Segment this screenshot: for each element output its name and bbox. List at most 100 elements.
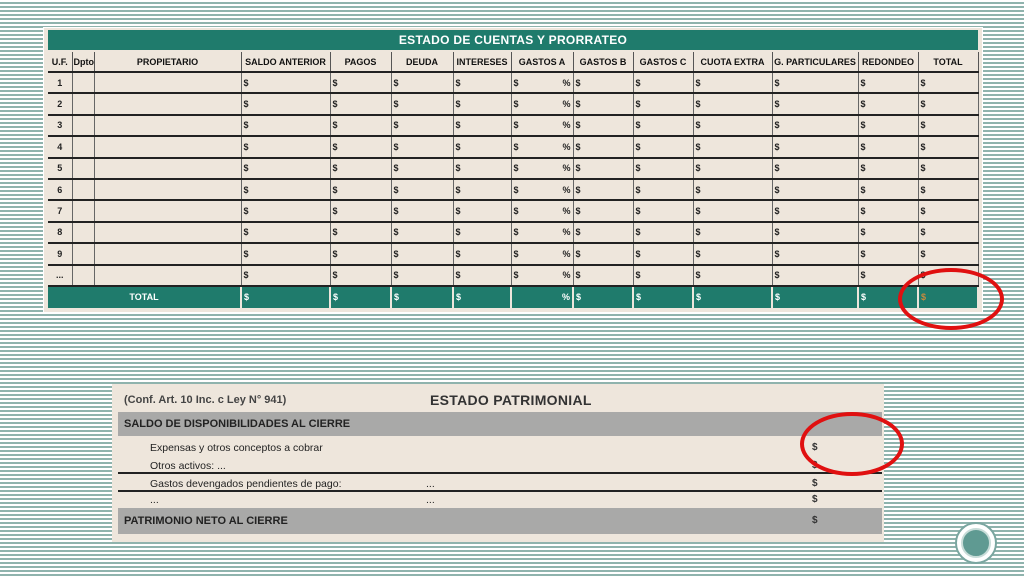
gastos-a-cell[interactable]: % $ <box>511 136 574 159</box>
gastos-a-cell[interactable]: % $ <box>511 200 574 223</box>
amount-cell[interactable]: $ <box>453 72 512 95</box>
amount-cell[interactable]: $ <box>858 200 919 223</box>
amount-cell[interactable]: $ <box>573 72 634 95</box>
amount-cell[interactable]: $ <box>573 243 634 266</box>
amount-cell[interactable]: $ <box>633 93 694 116</box>
amount-cell[interactable]: $ <box>772 221 859 245</box>
gastos-a-cell[interactable]: % $ <box>511 114 574 138</box>
gastos-a-cell[interactable]: % $ <box>511 178 574 202</box>
dpto-cell[interactable] <box>72 221 95 245</box>
uf-number-cell[interactable]: 7 <box>48 200 73 223</box>
amount-cell[interactable]: $ <box>918 221 979 245</box>
amount-cell[interactable]: $ <box>391 136 454 159</box>
propietario-cell[interactable] <box>94 243 242 266</box>
amount-cell[interactable]: $ <box>573 178 634 202</box>
amount-cell[interactable]: $ <box>241 157 331 180</box>
amount-cell[interactable]: $ <box>330 114 392 138</box>
amount-cell[interactable]: $ <box>918 178 979 202</box>
amount-cell[interactable]: $ <box>633 264 694 287</box>
amount-cell[interactable]: $ <box>693 200 773 223</box>
total-amount-cell[interactable]: $ <box>241 285 331 308</box>
propietario-cell[interactable] <box>94 72 242 95</box>
amount-cell[interactable]: $ <box>241 93 331 116</box>
propietario-cell[interactable] <box>94 178 242 202</box>
amount-cell[interactable]: $ <box>772 178 859 202</box>
amount-cell[interactable]: $ <box>391 200 454 223</box>
amount-cell[interactable]: $ <box>330 136 392 159</box>
amount-cell[interactable]: $ <box>453 178 512 202</box>
total-amount-cell[interactable]: $ <box>633 285 694 308</box>
amount-cell[interactable]: $ <box>772 200 859 223</box>
dpto-cell[interactable] <box>72 200 95 223</box>
amount-cell[interactable]: $ <box>573 200 634 223</box>
dpto-cell[interactable] <box>72 114 95 138</box>
amount-cell[interactable]: $ <box>858 114 919 138</box>
amount-cell[interactable]: $ <box>633 221 694 245</box>
uf-number-cell[interactable]: 9 <box>48 243 73 266</box>
amount-cell[interactable]: $ <box>633 178 694 202</box>
amount-cell[interactable]: $ <box>918 136 979 159</box>
amount-cell[interactable]: $ <box>391 221 454 245</box>
amount-cell[interactable]: $ <box>391 114 454 138</box>
total-amount-cell[interactable]: $ <box>693 285 773 308</box>
amount-cell[interactable]: $ <box>918 157 979 180</box>
amount-cell[interactable]: $ <box>391 243 454 266</box>
total-amount-cell[interactable]: % <box>511 285 574 308</box>
amount-cell[interactable]: $ <box>858 178 919 202</box>
propietario-cell[interactable] <box>94 264 242 287</box>
amount-cell[interactable]: $ <box>858 243 919 266</box>
amount-cell[interactable]: $ <box>330 93 392 116</box>
propietario-cell[interactable] <box>94 136 242 159</box>
amount-cell[interactable]: $ <box>453 264 512 287</box>
amount-cell[interactable]: $ <box>858 136 919 159</box>
propietario-cell[interactable] <box>94 200 242 223</box>
amount-cell[interactable]: $ <box>241 114 331 138</box>
amount-cell[interactable]: $ <box>693 221 773 245</box>
amount-cell[interactable]: $ <box>693 178 773 202</box>
amount-cell[interactable]: $ <box>573 136 634 159</box>
total-amount-cell[interactable]: $ <box>772 285 859 308</box>
dpto-cell[interactable] <box>72 243 95 266</box>
amount-cell[interactable]: $ <box>772 114 859 138</box>
gastos-a-cell[interactable]: % $ <box>511 243 574 266</box>
amount-cell[interactable]: $ <box>573 157 634 180</box>
amount-cell[interactable]: $ <box>693 136 773 159</box>
amount-cell[interactable]: $ <box>391 178 454 202</box>
dpto-cell[interactable] <box>72 136 95 159</box>
amount-cell[interactable]: $ <box>633 72 694 95</box>
amount-cell[interactable]: $ <box>391 72 454 95</box>
uf-number-cell[interactable]: 1 <box>48 72 73 95</box>
uf-number-cell[interactable]: 5 <box>48 157 73 180</box>
amount-cell[interactable]: $ <box>858 72 919 95</box>
amount-cell[interactable]: $ <box>918 114 979 138</box>
amount-cell[interactable]: $ <box>391 93 454 116</box>
propietario-cell[interactable] <box>94 93 242 116</box>
amount-cell[interactable]: $ <box>693 264 773 287</box>
uf-number-cell[interactable]: 2 <box>48 93 73 116</box>
amount-cell[interactable]: $ <box>772 157 859 180</box>
gastos-a-cell[interactable]: % $ <box>511 93 574 116</box>
dpto-cell[interactable] <box>72 264 95 287</box>
total-amount-cell[interactable]: $ <box>453 285 512 308</box>
amount-cell[interactable]: $ <box>453 243 512 266</box>
amount-cell[interactable]: $ <box>453 114 512 138</box>
amount-cell[interactable]: $ <box>330 200 392 223</box>
uf-number-cell[interactable]: 3 <box>48 114 73 138</box>
amount-cell[interactable]: $ <box>633 243 694 266</box>
gastos-a-cell[interactable]: % $ <box>511 221 574 245</box>
amount-cell[interactable]: $ <box>330 243 392 266</box>
amount-cell[interactable]: $ <box>633 114 694 138</box>
total-amount-cell[interactable]: $ <box>391 285 454 308</box>
amount-cell[interactable]: $ <box>772 93 859 116</box>
amount-cell[interactable]: $ <box>241 136 331 159</box>
amount-cell[interactable]: $ <box>241 72 331 95</box>
dpto-cell[interactable] <box>72 157 95 180</box>
amount-cell[interactable]: $ <box>330 221 392 245</box>
amount-cell[interactable]: $ <box>858 221 919 245</box>
amount-cell[interactable]: $ <box>453 200 512 223</box>
uf-number-cell[interactable]: 4 <box>48 136 73 159</box>
amount-cell[interactable]: $ <box>453 221 512 245</box>
amount-cell[interactable]: $ <box>453 157 512 180</box>
dpto-cell[interactable] <box>72 72 95 95</box>
total-amount-cell[interactable]: $ <box>573 285 634 308</box>
